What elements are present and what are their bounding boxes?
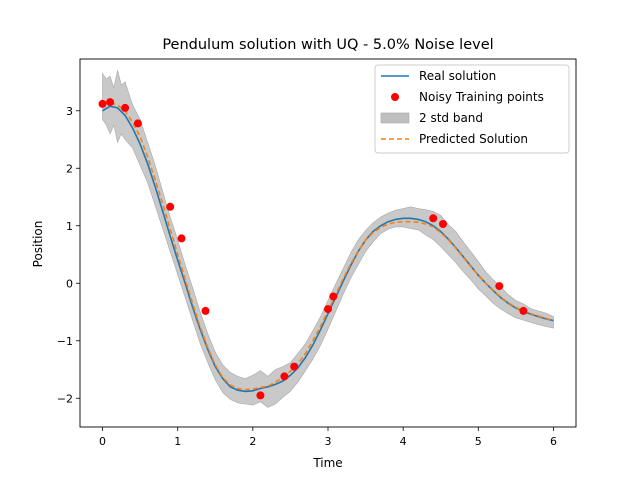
training-point: [429, 214, 438, 223]
legend-label: Predicted Solution: [419, 132, 528, 146]
legend-box: [374, 64, 570, 154]
training-point: [121, 103, 130, 112]
y-tick-label: 2: [66, 162, 73, 175]
legend-label: 2 std band: [419, 111, 483, 125]
training-point: [280, 372, 289, 381]
training-point: [329, 292, 338, 301]
training-point: [98, 99, 107, 108]
chart-title: Pendulum solution with UQ - 5.0% Noise l…: [162, 37, 493, 53]
y-tick-label: 1: [66, 220, 73, 233]
training-point: [106, 98, 115, 107]
x-tick-label: 3: [325, 435, 332, 448]
training-point: [439, 220, 447, 228]
y-tick-label: −2: [57, 392, 73, 405]
training-point: [256, 391, 265, 400]
legend-band-swatch: [380, 112, 410, 124]
y-axis: −2 −1 0 1 2 3: [57, 105, 80, 405]
legend-label: Real solution: [419, 69, 496, 83]
y-axis-label: Position: [31, 221, 45, 268]
training-point: [495, 282, 504, 291]
x-axis: 0 1 2 3 4 5 6: [99, 427, 557, 448]
y-tick-label: 0: [66, 277, 73, 290]
x-tick-label: 6: [550, 435, 557, 448]
y-tick-label: 3: [66, 105, 73, 118]
legend-points-swatch: [391, 93, 399, 101]
training-point: [290, 362, 299, 371]
y-tick-label: −1: [57, 335, 73, 348]
training-point: [177, 234, 186, 243]
x-tick-label: 2: [249, 435, 256, 448]
legend-label: Noisy Training points: [419, 90, 544, 104]
points-layer: [98, 98, 528, 400]
x-axis-label: Time: [312, 456, 342, 470]
training-point: [166, 202, 175, 211]
std-band: [102, 70, 554, 408]
training-point: [201, 306, 210, 315]
training-point: [519, 306, 528, 315]
legend: Real solution Noisy Training points 2 std …: [374, 64, 570, 154]
band-layer: [102, 70, 554, 408]
x-tick-label: 0: [99, 435, 106, 448]
training-point: [133, 119, 142, 128]
x-tick-label: 1: [174, 435, 181, 448]
training-point: [324, 305, 332, 314]
x-tick-label: 5: [475, 435, 482, 448]
x-tick-label: 4: [400, 435, 407, 448]
real-solution-line: [102, 105, 554, 393]
